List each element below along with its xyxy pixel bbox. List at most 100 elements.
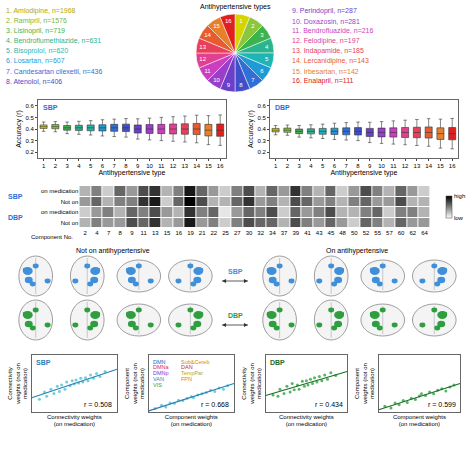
svg-text:12: 12: [402, 163, 409, 169]
svg-text:11. Bendrofluazide, n=216: 11. Bendrofluazide, n=216: [292, 27, 374, 34]
svg-text:32: 32: [257, 230, 264, 236]
svg-text:22: 22: [211, 230, 218, 236]
svg-text:1: 1: [239, 18, 243, 24]
svg-text:4: 4: [265, 44, 269, 50]
svg-text:0.6: 0.6: [258, 103, 267, 109]
svg-text:7: 7: [107, 230, 111, 236]
svg-text:on medication: on medication: [41, 188, 78, 194]
svg-text:11: 11: [141, 230, 148, 236]
svg-text:34: 34: [269, 230, 276, 236]
svg-text:9: 9: [368, 163, 372, 169]
svg-text:VIS: VIS: [153, 382, 162, 388]
svg-text:2: 2: [54, 163, 58, 169]
svg-text:high: high: [454, 193, 465, 199]
svg-text:12: 12: [199, 56, 206, 62]
svg-text:r = 0.599: r = 0.599: [428, 401, 456, 408]
svg-text:48: 48: [339, 230, 346, 236]
svg-text:15. Irbesartan, n=142: 15. Irbesartan, n=142: [292, 68, 359, 75]
svg-text:2: 2: [251, 23, 255, 29]
svg-text:21: 21: [199, 230, 206, 236]
svg-text:TempPar: TempPar: [181, 370, 203, 376]
svg-text:Connectivity weights(on medica: Connectivity weights(on medication): [47, 414, 102, 428]
svg-text:13: 13: [414, 163, 421, 169]
svg-text:16. Enalapril, n=111: 16. Enalapril, n=111: [292, 77, 354, 85]
svg-text:6: 6: [101, 163, 105, 169]
svg-text:13: 13: [152, 230, 159, 236]
svg-text:12. Felodipine, n=197: 12. Felodipine, n=197: [292, 37, 360, 45]
svg-text:5: 5: [265, 56, 269, 62]
svg-text:14: 14: [204, 32, 211, 38]
svg-text:0.5: 0.5: [26, 115, 35, 121]
svg-text:14: 14: [425, 163, 432, 169]
svg-text:7: 7: [251, 77, 255, 83]
svg-text:9: 9: [136, 163, 140, 169]
svg-text:13: 13: [199, 44, 206, 50]
svg-text:r = 0.668: r = 0.668: [201, 401, 229, 408]
svg-text:15: 15: [213, 23, 220, 29]
svg-text:1: 1: [42, 163, 46, 169]
svg-text:4: 4: [77, 163, 81, 169]
svg-text:39: 39: [292, 230, 299, 236]
svg-text:50: 50: [351, 230, 358, 236]
svg-text:0.4: 0.4: [258, 126, 267, 132]
svg-text:45: 45: [328, 230, 335, 236]
svg-text:DAN: DAN: [181, 364, 193, 370]
svg-text:Connectivityweights (not onmed: Connectivityweights (not onmedication): [241, 363, 263, 405]
svg-text:10. Doxazosin, n=281: 10. Doxazosin, n=281: [292, 18, 360, 25]
svg-text:3: 3: [65, 163, 69, 169]
svg-text:Sub&Cereb: Sub&Cereb: [181, 359, 209, 365]
svg-text:41: 41: [304, 230, 311, 236]
svg-text:FPN: FPN: [181, 376, 192, 382]
svg-text:r = 0.508: r = 0.508: [84, 401, 112, 408]
svg-text:9: 9: [130, 230, 134, 236]
svg-text:6. Losartan, n=607: 6. Losartan, n=607: [6, 57, 65, 64]
svg-text:11: 11: [390, 163, 397, 169]
svg-text:Component No.: Component No.: [31, 234, 73, 240]
svg-text:Accuracy (r): Accuracy (r): [247, 110, 255, 148]
svg-text:SBP: SBP: [43, 104, 58, 111]
svg-text:19: 19: [187, 230, 194, 236]
svg-text:On antihypertensive: On antihypertensive: [326, 247, 388, 255]
svg-text:4: 4: [309, 163, 313, 169]
svg-text:14: 14: [193, 163, 200, 169]
svg-text:8: 8: [119, 230, 123, 236]
svg-text:DBP: DBP: [270, 359, 285, 366]
svg-text:30: 30: [246, 230, 253, 236]
svg-text:8. Atenolol, n=406: 8. Atenolol, n=406: [6, 78, 62, 85]
svg-text:15: 15: [164, 230, 171, 236]
svg-text:13. Indapamide, n=185: 13. Indapamide, n=185: [292, 47, 364, 55]
svg-text:16: 16: [225, 18, 232, 24]
svg-text:DBP: DBP: [275, 104, 290, 111]
svg-text:8: 8: [356, 163, 360, 169]
svg-text:0.6: 0.6: [26, 103, 35, 109]
svg-text:2: 2: [286, 163, 290, 169]
svg-text:SBP: SBP: [8, 193, 23, 200]
svg-text:0.2: 0.2: [258, 149, 267, 155]
svg-text:5: 5: [321, 163, 325, 169]
svg-text:Not on: Not on: [61, 199, 79, 205]
svg-text:6: 6: [333, 163, 337, 169]
svg-text:Accuracy (r): Accuracy (r): [15, 110, 23, 148]
svg-text:57: 57: [386, 230, 393, 236]
svg-text:8: 8: [124, 163, 128, 169]
svg-text:DMN: DMN: [153, 359, 166, 365]
svg-text:7. Candesartan cilexetil, n=43: 7. Candesartan cilexetil, n=436: [6, 68, 102, 75]
svg-text:6: 6: [260, 68, 264, 74]
svg-text:0.2: 0.2: [26, 149, 35, 155]
svg-text:r = 0.434: r = 0.434: [315, 401, 343, 408]
svg-text:4. Bendroflumethiazide, n=631: 4. Bendroflumethiazide, n=631: [6, 37, 101, 44]
svg-text:10: 10: [213, 77, 220, 83]
svg-text:3: 3: [260, 32, 264, 38]
svg-text:7: 7: [345, 163, 349, 169]
svg-text:on medication: on medication: [41, 209, 78, 215]
svg-text:0.3: 0.3: [26, 138, 35, 144]
svg-text:11: 11: [158, 163, 165, 169]
svg-text:DMNp: DMNp: [153, 370, 169, 376]
svg-text:SBP: SBP: [228, 268, 243, 275]
svg-text:9. Perindopril, n=287: 9. Perindopril, n=287: [292, 7, 357, 15]
svg-text:Not on: Not on: [61, 220, 79, 226]
svg-text:1. Amlodipine, n=1968: 1. Amlodipine, n=1968: [6, 7, 76, 15]
svg-text:Componentweights (not onmedica: Componentweights (not onmedication): [354, 363, 376, 405]
svg-text:15: 15: [437, 163, 444, 169]
svg-text:Antihypertensive type: Antihypertensive type: [98, 169, 165, 177]
